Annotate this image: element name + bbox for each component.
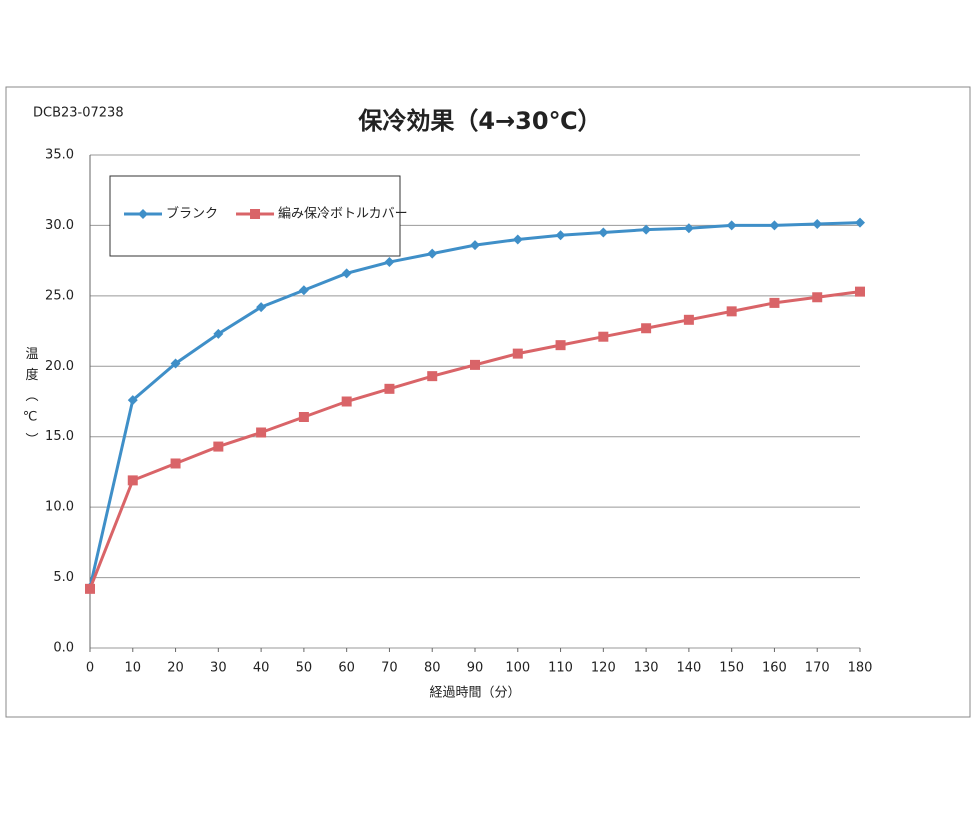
point (170, 458, 181, 469)
point (256, 302, 267, 313)
point (641, 323, 652, 334)
point (683, 314, 694, 325)
point (598, 227, 609, 238)
point (769, 220, 780, 231)
x-tick-label: 180 (848, 661, 873, 676)
point (512, 348, 523, 359)
point (512, 234, 523, 245)
point (427, 248, 438, 259)
point (726, 220, 737, 231)
x-tick-label: 10 (125, 661, 142, 676)
point (683, 223, 694, 234)
point (641, 224, 652, 235)
x-tick-label: 70 (381, 661, 398, 676)
point (769, 297, 780, 308)
point (341, 268, 352, 279)
x-tick-label: 160 (762, 661, 787, 676)
point (213, 441, 224, 452)
x-tick-label: 110 (548, 661, 573, 676)
point (555, 230, 566, 241)
x-tick-label: 50 (296, 661, 313, 676)
x-tick-label: 150 (719, 661, 744, 676)
x-axis-label: 経過時間（分） (429, 686, 520, 701)
point (127, 475, 138, 486)
point (384, 383, 395, 394)
point (127, 395, 138, 406)
point (213, 328, 224, 339)
y-tick-label: 10.0 (45, 500, 74, 515)
x-tick-label: 90 (467, 661, 484, 676)
legend-marker (138, 209, 148, 219)
y-tick-label: 0.0 (53, 641, 74, 656)
point (726, 306, 737, 317)
point (470, 359, 480, 370)
x-tick-label: 0 (86, 661, 94, 676)
legend-label: 編み保冷ボトルカバー (278, 206, 408, 222)
point (598, 331, 609, 342)
x-tick-label: 170 (805, 661, 830, 676)
x-tick-label: 140 (676, 661, 701, 676)
x-tick-label: 120 (591, 661, 616, 676)
x-tick-label: 30 (210, 661, 227, 676)
point (341, 396, 352, 407)
point (298, 285, 309, 296)
x-tick-label: 130 (634, 661, 659, 676)
chart-title: 保冷効果（4→30℃） (357, 107, 601, 135)
point (555, 340, 566, 351)
legend-label: ブランク (166, 206, 218, 222)
x-tick-label: 40 (253, 661, 270, 676)
chart-code: DCB23-07238 (33, 106, 124, 121)
y-tick-label: 25.0 (45, 288, 74, 303)
point (855, 217, 865, 228)
x-tick-label: 80 (424, 661, 441, 676)
point (298, 411, 309, 422)
point (85, 583, 95, 594)
x-tick-label: 20 (167, 661, 184, 676)
point (170, 358, 181, 369)
point (427, 371, 438, 382)
point (855, 286, 865, 297)
y-tick-label: 5.0 (53, 570, 74, 585)
legend-marker (250, 209, 261, 219)
x-tick-label: 100 (505, 661, 530, 676)
y-tick-label: 30.0 (45, 218, 74, 233)
point (812, 219, 823, 230)
y-axis-label: 温度（℃） (23, 347, 39, 454)
y-tick-label: 20.0 (45, 359, 74, 374)
point (384, 257, 395, 268)
point (812, 292, 823, 303)
y-tick-label: 15.0 (45, 429, 74, 444)
x-tick-label: 60 (338, 661, 355, 676)
y-tick-label: 35.0 (45, 148, 74, 163)
point (470, 240, 480, 251)
point (256, 427, 267, 438)
